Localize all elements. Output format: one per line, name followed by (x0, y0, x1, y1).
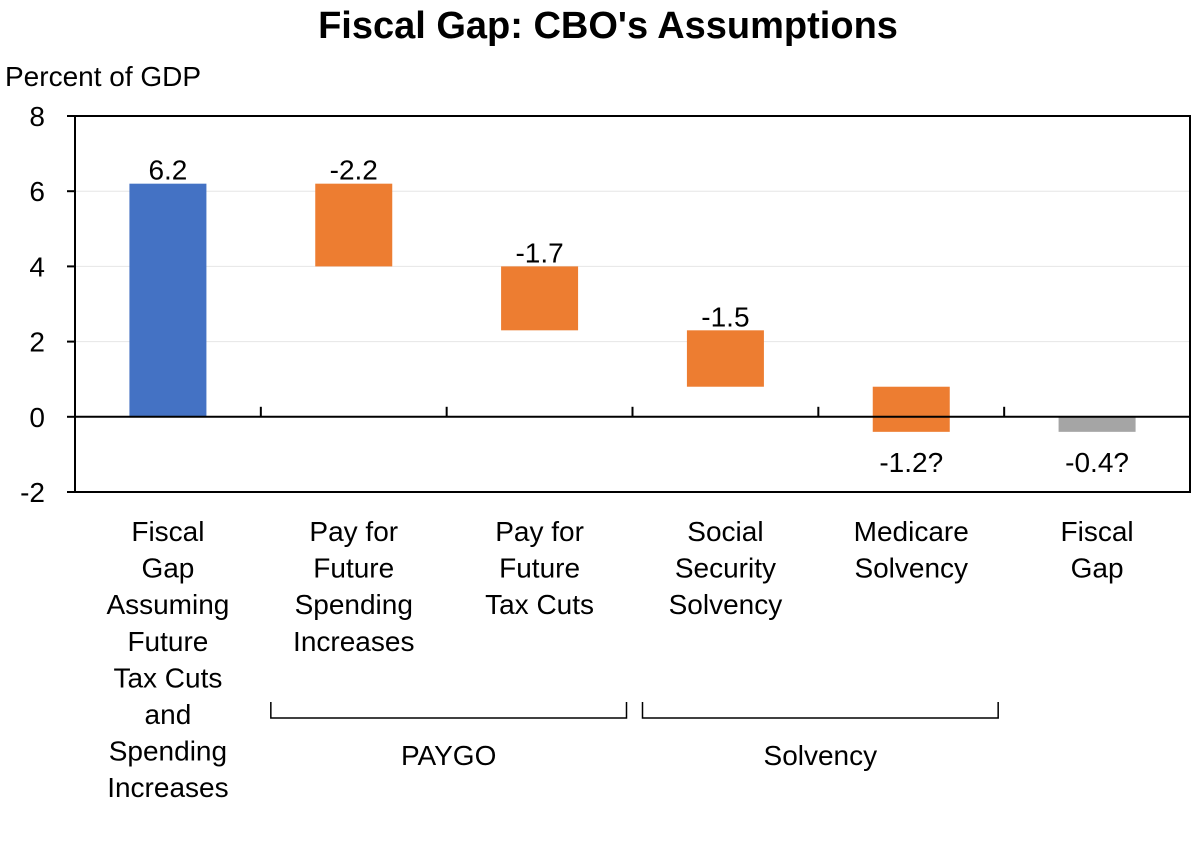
category-label-line: Security (675, 553, 776, 584)
y-tick-label: 0 (29, 402, 45, 433)
bar (686, 330, 764, 387)
category-label-line: Increases (293, 626, 414, 657)
category-label-line: Pay for (309, 516, 398, 547)
chart-title: Fiscal Gap: CBO's Assumptions (318, 5, 898, 47)
category-label-line: Future (313, 553, 394, 584)
data-label: -1.5 (701, 301, 749, 332)
category-label-line: Spending (109, 736, 227, 767)
axes (67, 115, 1191, 493)
y-tick-label: 2 (29, 327, 45, 358)
category-label-line: Increases (107, 772, 228, 803)
bar (501, 266, 579, 331)
plot-frame (74, 115, 1191, 493)
category-label-line: Spending (295, 589, 413, 620)
bar (129, 183, 207, 417)
group-bracket (270, 702, 628, 719)
data-labels: 6.2 -2.2 -1.7 -1.5 -1.2? -0.4? (148, 155, 1129, 478)
y-tick-label: 4 (29, 251, 45, 282)
category-label-line: Tax Cuts (113, 662, 222, 693)
group-bracket (641, 702, 999, 719)
y-axis-label: Percent of GDP (5, 61, 201, 92)
category-label-line: Pay for (495, 516, 584, 547)
group-brackets: PAYGO Solvency (270, 702, 999, 771)
bar (872, 386, 950, 432)
category-label-line: Assuming (106, 589, 229, 620)
data-label: 6.2 (148, 155, 187, 186)
category-labels: Fiscal Gap Assuming Future Tax Cuts and Spendi… (106, 516, 1133, 803)
group-label: Solvency (764, 740, 878, 771)
category-label-line: Tax Cuts (485, 589, 594, 620)
category-label-line: Fiscal (131, 516, 204, 547)
data-label: -0.4? (1065, 447, 1129, 478)
category-label-line: Solvency (854, 553, 968, 584)
gridlines (75, 115, 1190, 493)
group-label: PAYGO (401, 740, 496, 771)
category-label-line: Solvency (669, 589, 783, 620)
category-label-line: Medicare (854, 516, 969, 547)
y-tick-labels: 8 6 4 2 0 -2 (20, 101, 45, 508)
bar (315, 183, 393, 267)
bar (1058, 416, 1136, 432)
category-label-line: Fiscal (1061, 516, 1134, 547)
category-label-line: Future (499, 553, 580, 584)
category-label-line: Gap (141, 553, 194, 584)
category-label-line: Social (687, 516, 763, 547)
data-label: -2.2 (330, 155, 378, 186)
y-tick-label: 6 (29, 176, 45, 207)
data-label: -1.2? (879, 447, 943, 478)
y-tick-label: 8 (29, 101, 45, 132)
category-label-line: Gap (1071, 553, 1124, 584)
data-label: -1.7 (515, 237, 563, 268)
category-label-line: Future (127, 626, 208, 657)
bars (129, 183, 1136, 432)
y-tick-label: -2 (20, 477, 45, 508)
category-label-line: and (145, 699, 192, 730)
